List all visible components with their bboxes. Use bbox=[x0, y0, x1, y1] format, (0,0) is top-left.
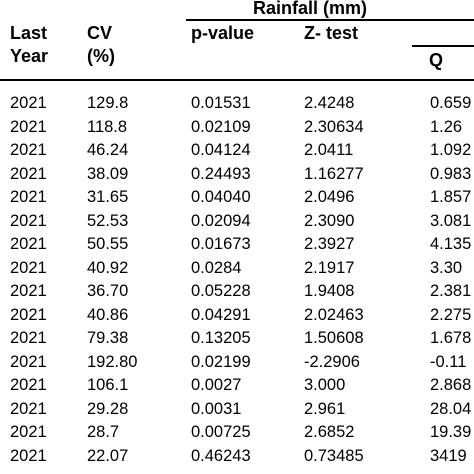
cell-year: 2021 bbox=[10, 94, 47, 112]
col-header-cv-line1: CV bbox=[87, 23, 113, 43]
cell-z-test: 1.50608 bbox=[304, 329, 364, 347]
q-header-overline bbox=[412, 45, 474, 47]
cell-z-test: 2.02463 bbox=[304, 305, 364, 324]
cell-p-value: 0.13205 bbox=[191, 329, 251, 347]
cell-q: 2.868 bbox=[430, 376, 472, 394]
cell-p-value: 0.02109 bbox=[191, 117, 251, 136]
cell-q: 3.30 bbox=[430, 258, 463, 277]
cell-year: 2021 bbox=[10, 117, 47, 136]
cell-year: 2021 bbox=[10, 305, 47, 324]
cell-cv: 29.28 bbox=[87, 399, 129, 418]
cell-p-value: 0.0284 bbox=[191, 258, 242, 277]
cell-year: 2021 bbox=[10, 352, 47, 371]
cell-q: -0.11 bbox=[430, 352, 467, 371]
cell-q: 0.659 bbox=[430, 94, 472, 112]
cell-q: 4.135 bbox=[430, 235, 472, 253]
cell-q: 0.983 bbox=[430, 164, 472, 183]
cell-year: 2021 bbox=[10, 399, 47, 418]
cell-q: 1.092 bbox=[430, 141, 472, 159]
col-header-p-value: p-value bbox=[191, 23, 255, 43]
cell-z-test: 2.1917 bbox=[304, 258, 355, 277]
cell-cv: 129.8 bbox=[87, 94, 129, 112]
cell-p-value: 0.0031 bbox=[191, 399, 242, 418]
col-header-z-test: Z- test bbox=[304, 23, 358, 43]
cell-z-test: 2.961 bbox=[304, 399, 346, 418]
cell-p-value: 0.04124 bbox=[191, 141, 251, 159]
cell-q: 1.678 bbox=[430, 329, 472, 347]
cell-q: 3.081 bbox=[430, 211, 472, 230]
cell-q: 28.04 bbox=[430, 399, 472, 418]
cell-z-test: 2.6852 bbox=[304, 423, 355, 441]
cell-q: 1.26 bbox=[430, 117, 463, 136]
cell-q: 2.381 bbox=[430, 282, 472, 300]
col-header-cv-line2: (%) bbox=[87, 46, 115, 66]
cell-z-test: 2.3927 bbox=[304, 235, 355, 253]
cell-q: 2.275 bbox=[430, 305, 472, 324]
cell-cv: 22.07 bbox=[87, 446, 129, 465]
cell-z-test: 0.73485 bbox=[304, 446, 364, 465]
cell-cv: 38.09 bbox=[87, 164, 129, 183]
cell-year: 2021 bbox=[10, 235, 47, 253]
cell-z-test: 1.9408 bbox=[304, 282, 355, 300]
cell-year: 2021 bbox=[10, 376, 47, 394]
cell-cv: 52.53 bbox=[87, 211, 129, 230]
cell-z-test: -2.2906 bbox=[304, 352, 360, 371]
cell-p-value: 0.02199 bbox=[191, 352, 251, 371]
cell-z-test: 2.30634 bbox=[304, 117, 364, 136]
cell-p-value: 0.02094 bbox=[191, 211, 251, 230]
cell-z-test: 2.0496 bbox=[304, 188, 355, 206]
cell-p-value: 0.24493 bbox=[191, 164, 251, 183]
cell-p-value: 0.04291 bbox=[191, 305, 251, 324]
cell-cv: 118.8 bbox=[87, 117, 128, 136]
cell-z-test: 1.16277 bbox=[304, 164, 364, 183]
cell-p-value: 0.01531 bbox=[191, 94, 251, 112]
cell-cv: 106.1 bbox=[87, 376, 129, 394]
cell-q: 19.39 bbox=[430, 423, 472, 441]
cell-p-value: 0.46243 bbox=[191, 446, 251, 465]
cell-p-value: 0.0027 bbox=[191, 376, 242, 394]
cell-cv: 79.38 bbox=[87, 329, 129, 347]
cell-z-test: 2.3090 bbox=[304, 211, 355, 230]
col-header-last-year-line1: Last bbox=[10, 23, 48, 43]
cell-cv: 192.80 bbox=[87, 352, 138, 371]
cell-cv: 40.86 bbox=[87, 305, 129, 324]
cell-year: 2021 bbox=[10, 258, 47, 277]
group-header-rainfall: Rainfall (mm) bbox=[253, 0, 368, 18]
cell-cv: 40.92 bbox=[87, 258, 129, 277]
cell-cv: 46.24 bbox=[87, 141, 129, 159]
cell-year: 2021 bbox=[10, 141, 47, 159]
cell-cv: 36.70 bbox=[87, 282, 129, 300]
cell-z-test: 3.000 bbox=[304, 376, 346, 394]
cell-year: 2021 bbox=[10, 211, 47, 230]
col-header-q: Q bbox=[429, 50, 444, 70]
cell-year: 2021 bbox=[10, 164, 47, 183]
cell-cv: 28.7 bbox=[87, 423, 120, 441]
cell-p-value: 0.05228 bbox=[191, 282, 251, 300]
cell-year: 2021 bbox=[10, 329, 47, 347]
cell-q: 3419 bbox=[430, 446, 467, 465]
cell-p-value: 0.04040 bbox=[191, 188, 251, 206]
cell-year: 2021 bbox=[10, 446, 47, 465]
col-header-last-year-line2: Year bbox=[10, 46, 49, 66]
cell-year: 2021 bbox=[10, 188, 47, 206]
cell-q: 1.857 bbox=[430, 188, 472, 206]
group-header-underline bbox=[186, 19, 474, 21]
cell-cv: 50.55 bbox=[87, 235, 129, 253]
cell-z-test: 2.4248 bbox=[304, 94, 355, 112]
cell-year: 2021 bbox=[10, 282, 47, 300]
header-bottom-rule bbox=[0, 79, 474, 81]
cell-z-test: 2.0411 bbox=[304, 141, 354, 159]
cell-cv: 31.65 bbox=[87, 188, 129, 206]
cell-year: 2021 bbox=[10, 423, 47, 441]
cell-p-value: 0.00725 bbox=[191, 423, 251, 441]
cell-p-value: 0.01673 bbox=[191, 235, 251, 253]
